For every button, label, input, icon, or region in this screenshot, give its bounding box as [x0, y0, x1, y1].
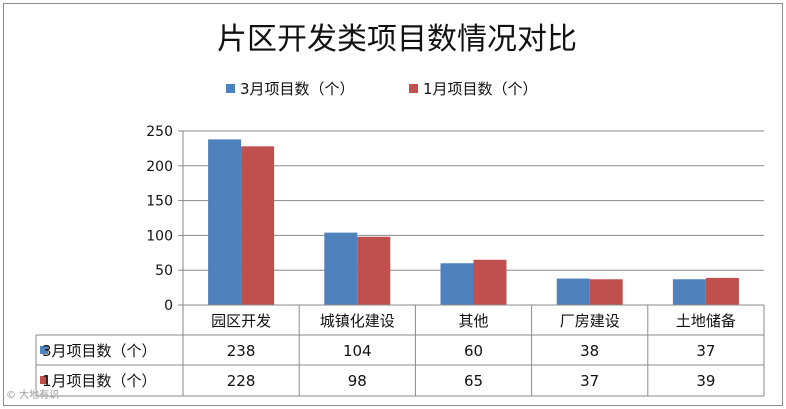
legend-swatch-2: [409, 84, 418, 93]
x-category-label-3: 其他: [458, 312, 488, 330]
x-category-label-4: 厂房建设: [560, 312, 620, 330]
legend-label-1: 3月项目数（个）: [240, 80, 355, 98]
table-cell-2-3: 65: [464, 372, 483, 390]
bar-chart: 片区开发类项目数情况对比 3月项目数（个） 1月项目数（个） 0 50 100 150 2…: [35, 22, 765, 397]
table-cell-1-3: 60: [464, 342, 483, 360]
bar-1-4: [556, 278, 590, 305]
table-cell-2-5: 39: [696, 372, 715, 390]
bar-1-1: [208, 139, 242, 305]
y-tick-label-200: 200: [146, 159, 173, 175]
chart-frame: 片区开发类项目数情况对比 3月项目数（个） 1月项目数（个） 0 50 100 150 2…: [3, 3, 783, 406]
bar-2-4: [589, 279, 623, 305]
table-row-label-1: 3月项目数（个）: [42, 342, 157, 360]
y-tick-label-100: 100: [146, 228, 173, 244]
table-cell-1-5: 37: [696, 342, 715, 360]
table-row-label-2: 1月项目数（个）: [42, 372, 157, 390]
x-category-label-1: 园区开发: [211, 312, 271, 330]
table-row-swatch-2: [40, 376, 48, 384]
table-cell-1-2: 104: [343, 342, 372, 360]
gridlines: [183, 130, 764, 271]
y-tick-label-150: 150: [146, 194, 173, 210]
table-cell-2-1: 228: [227, 372, 256, 390]
bar-2-1: [241, 146, 275, 305]
chart-title: 片区开发类项目数情况对比: [217, 22, 577, 57]
bar-2-5: [705, 277, 739, 305]
bar-2-3: [473, 259, 507, 305]
bars: [208, 139, 739, 305]
bar-1-3: [440, 263, 474, 305]
legend-swatch-1: [226, 84, 235, 93]
x-category-label-2: 城镇化建设: [320, 312, 395, 330]
y-tick-label-0: 0: [164, 298, 173, 314]
table-cell-1-4: 38: [580, 342, 599, 360]
bar-1-5: [672, 279, 706, 305]
watermark: © 大地有识: [6, 390, 60, 401]
table-cell-1-1: 238: [227, 342, 256, 360]
legend-label-2: 1月项目数（个）: [423, 80, 538, 98]
data-table: 园区开发 城镇化建设 其他 厂房建设 土地储备 3月项目数（个） 238 104 60 38 37 1…: [35, 304, 765, 397]
x-category-label-5: 土地储备: [676, 312, 736, 330]
y-tick-label-50: 50: [155, 263, 173, 279]
table-cell-2-2: 98: [348, 372, 367, 390]
bar-1-2: [324, 232, 358, 305]
legend: 3月项目数（个） 1月项目数（个）: [226, 80, 538, 98]
bar-2-2: [357, 236, 391, 305]
y-axis: 0 50 100 150 200 250: [146, 124, 184, 396]
table-row-swatch-1: [40, 346, 48, 354]
table-cell-2-4: 37: [580, 372, 599, 390]
y-tick-label-250: 250: [146, 124, 173, 140]
